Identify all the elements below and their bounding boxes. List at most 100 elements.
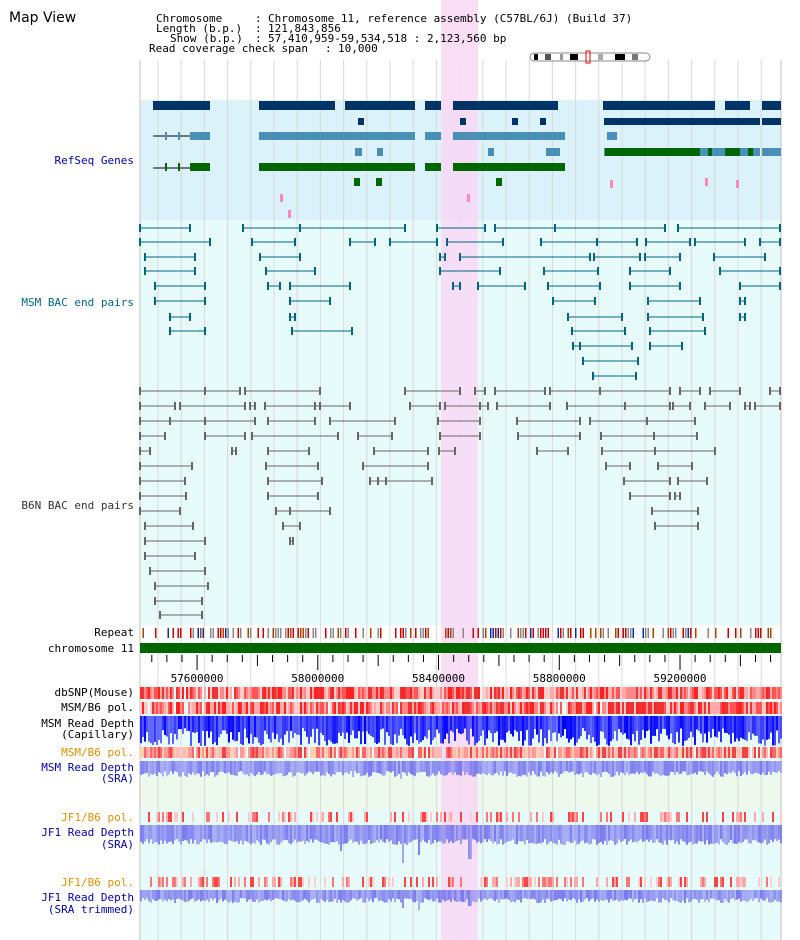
msm-b6-pol-cell: [618, 702, 620, 714]
b6n-bac-pair-end: [139, 387, 141, 395]
track-label-msm-bac[interactable]: MSM BAC end pairs: [21, 296, 134, 309]
jf1-b6-pol-cell: [460, 812, 462, 822]
jf1-depth-bar: [616, 825, 618, 844]
track-label-jf1-b6-pol[interactable]: JF1/B6 pol.: [61, 811, 134, 824]
msm-b6-pol-cell: [712, 702, 714, 714]
msm-depth-sra-bar: [420, 761, 422, 772]
msm-bac-pair-end: [779, 282, 781, 290]
dbsnp-cell: [294, 687, 296, 699]
b6n-bac-pair-end: [549, 387, 551, 395]
msm-depth-cap-bar: [436, 716, 438, 730]
dbsnp-cell: [432, 687, 434, 699]
msm-bac-pair-end: [436, 224, 438, 232]
jf1-depth-trimmed-bar: [234, 890, 236, 902]
msm-b6-pol-cell: [284, 702, 286, 714]
track-label-jf1-read-depth[interactable]: JF1 Read Depth: [41, 826, 134, 839]
track-label-msm-read-depth-cap-sub: (Capillary): [61, 728, 134, 741]
msm-depth-sra-bar: [192, 761, 194, 773]
track-label-refseq-genes[interactable]: RefSeq Genes: [54, 154, 134, 167]
msm-depth-cap-bar: [232, 716, 234, 740]
repeat-element: [427, 628, 429, 638]
track-label-msm-b6-pol[interactable]: MSM/B6 pol.: [61, 701, 134, 714]
jf1-depth-trimmed-bar: [450, 890, 452, 902]
msm-b6-pol-cell: [696, 702, 698, 714]
jf1-depth-bar: [262, 825, 264, 840]
jf1-depth-bar: [702, 825, 704, 842]
jf1-depth-bar: [730, 825, 732, 840]
jf1-depth-trimmed-bar: [400, 890, 402, 903]
jf1-depth-trimmed-bar: [606, 890, 608, 900]
jf1-depth-trimmed-bar: [284, 890, 286, 902]
track-label-b6n-bac[interactable]: B6N BAC end pairs: [21, 499, 134, 512]
track-label-jf1-b6-pol-2[interactable]: JF1/B6 pol.: [61, 876, 134, 889]
track-label-dbsnp[interactable]: dbSNP(Mouse): [54, 686, 134, 699]
msm-b6-pol-cell: [554, 702, 556, 714]
dbsnp-cell: [448, 687, 450, 699]
msm-depth-cap-bar: [706, 716, 708, 743]
jf1-depth-trimmed-bar: [286, 890, 288, 902]
jf1-depth-bar: [722, 825, 724, 843]
msm-depth-sra-bar: [688, 761, 690, 776]
b6n-bac-pair-end: [267, 477, 269, 485]
msm-depth-cap-bar: [448, 716, 450, 744]
msm-depth-sra-bar: [452, 761, 454, 775]
jf1-depth-trimmed-bar: [470, 890, 472, 906]
msm-depth-cap-bar: [226, 716, 228, 734]
msm-b6-pol-cell: [664, 702, 666, 714]
msm-depth-sra-bar: [636, 761, 638, 772]
jf1-depth-bar: [634, 825, 636, 842]
msm-depth-sra-bar: [244, 761, 246, 775]
dbsnp-cell: [654, 687, 656, 699]
msm-depth-sra-bar: [618, 761, 620, 776]
msm-b6-pol-cell: [142, 702, 144, 714]
msm-depth-sra-bar: [424, 761, 426, 772]
dbsnp-cell: [224, 687, 226, 699]
msm-b6-pol-2-cell: [268, 747, 270, 758]
jf1-depth-bar: [268, 825, 270, 845]
msm-depth-cap-bar: [370, 716, 372, 737]
msm-depth-sra-bar: [270, 761, 272, 776]
msm-bac-pair-end: [597, 267, 599, 275]
msm-depth-cap-bar: [734, 716, 736, 742]
jf1-depth-trimmed-bar: [166, 890, 168, 902]
msm-b6-pol-cell: [270, 702, 272, 714]
msm-b6-pol-2-cell: [224, 747, 226, 758]
msm-depth-cap-bar: [548, 716, 550, 730]
msm-depth-cap-bar: [374, 716, 376, 743]
b6n-bac-pair-end: [239, 387, 241, 395]
msm-b6-pol-cell: [740, 702, 742, 714]
msm-b6-pol-cell: [658, 702, 660, 714]
msm-b6-pol-2-cell: [700, 747, 702, 758]
msm-depth-sra-bar: [430, 761, 432, 776]
refseq-gene: [355, 148, 362, 156]
msm-b6-pol-cell: [526, 702, 528, 714]
msm-b6-pol-2-cell: [592, 747, 594, 758]
msm-depth-sra-bar: [594, 761, 596, 774]
track-label-jf1-read-depth-trimmed[interactable]: JF1 Read Depth: [41, 891, 134, 904]
msm-b6-pol-cell: [612, 702, 614, 714]
jf1-depth-bar: [454, 825, 456, 843]
track-label-msm-read-depth-cap[interactable]: MSM Read Depth: [41, 717, 134, 730]
jf1-depth-trimmed-bar: [678, 890, 680, 903]
msm-b6-pol-cell: [714, 702, 716, 714]
b6n-bac-pair-end: [174, 402, 176, 410]
msm-b6-pol-cell: [676, 702, 678, 714]
dbsnp-cell: [312, 687, 314, 699]
jf1-depth-trimmed-bar: [380, 890, 382, 901]
jf1-b6-pol-2-cell: [744, 877, 746, 887]
track-label-msm-read-depth-sra[interactable]: MSM Read Depth: [41, 761, 134, 774]
dbsnp-cell: [398, 687, 400, 699]
b6n-bac-pair-end: [201, 597, 203, 605]
msm-b6-pol-2-cell: [410, 747, 412, 758]
msm-depth-sra-bar: [190, 761, 192, 775]
jf1-depth-bar: [316, 825, 318, 841]
track-label-msm-b6-pol-2[interactable]: MSM/B6 pol.: [61, 746, 134, 759]
jf1-b6-pol-2-cell: [264, 877, 266, 887]
jf1-depth-trimmed-bar: [424, 890, 426, 899]
msm-depth-sra-bar: [604, 761, 606, 772]
jf1-depth-bar: [312, 825, 314, 843]
msm-b6-pol-cell: [694, 702, 696, 714]
repeat-element: [735, 628, 737, 638]
dbsnp-cell: [168, 687, 170, 699]
